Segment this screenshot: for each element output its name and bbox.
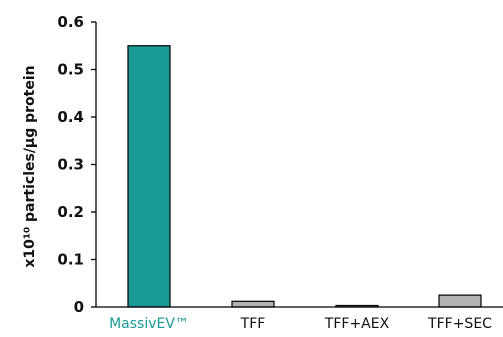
y-tick-label-3: 0.3	[57, 156, 84, 174]
x-tick-label-4: TFF+SEC	[427, 316, 492, 332]
bar-2	[231, 300, 275, 308]
bar-4	[438, 294, 482, 308]
y-tick-label-2: 0.2	[57, 203, 84, 221]
y-axis-title: x10¹⁰ particles/µg protein	[22, 65, 38, 267]
y-tick-label-0: 0	[74, 298, 84, 316]
x-tick-label-3: TFF+AEX	[324, 316, 390, 332]
x-tick-label-2: TFF	[240, 316, 266, 332]
x-tick-label-1: MassivEV™	[109, 316, 189, 332]
y-tick-label-4: 0.4	[57, 108, 84, 126]
y-tick-label-5: 0.5	[57, 61, 84, 79]
y-tick-label-6: 0.6	[57, 13, 84, 31]
bar-1	[127, 45, 171, 308]
y-tick-label-1: 0.1	[57, 251, 84, 269]
